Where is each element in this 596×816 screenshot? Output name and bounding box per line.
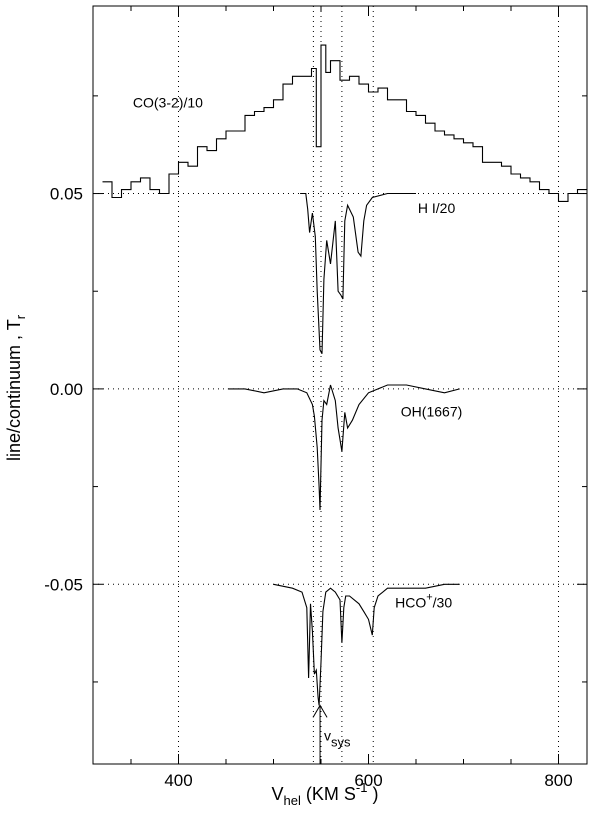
series-label-hco: HCO+/30 (395, 592, 452, 611)
vsys-label: vsys (324, 728, 351, 750)
series-line-hco (273, 583, 460, 706)
series-layer (102, 44, 587, 706)
series-line-co-3-2-10 (102, 44, 587, 202)
vsys-arrow-head (312, 704, 328, 718)
x-tick-label: 800 (544, 771, 572, 790)
labels-layer: CO(3-2)/10 H I/20 OH(1667) HCO+/30 vsys (133, 95, 462, 764)
series-label-h-i-20: H I/20 (418, 200, 456, 216)
x-tick-label: 400 (164, 771, 192, 790)
ticks-layer: 400 600 800 0.05 0.00 -0.05 (44, 6, 587, 790)
grid-layer (93, 6, 587, 764)
y-tick-label: 0.05 (50, 185, 83, 204)
series-label-co-3-2-10: CO(3-2)/10 (133, 95, 203, 111)
series-label-oh-1667: OH(1667) (401, 403, 462, 419)
y-axis-title: line/continuum , Tr (4, 314, 28, 461)
plot-frame (92, 5, 588, 765)
y-tick-label: -0.05 (44, 575, 83, 594)
series-line-h-i-20 (300, 192, 416, 354)
x-axis-title: Vhel (KM S-1 ) (272, 780, 379, 808)
series-line-oh-1667 (227, 384, 460, 511)
x-tick-label: 600 (354, 771, 382, 790)
y-tick-label: 0.00 (50, 380, 83, 399)
